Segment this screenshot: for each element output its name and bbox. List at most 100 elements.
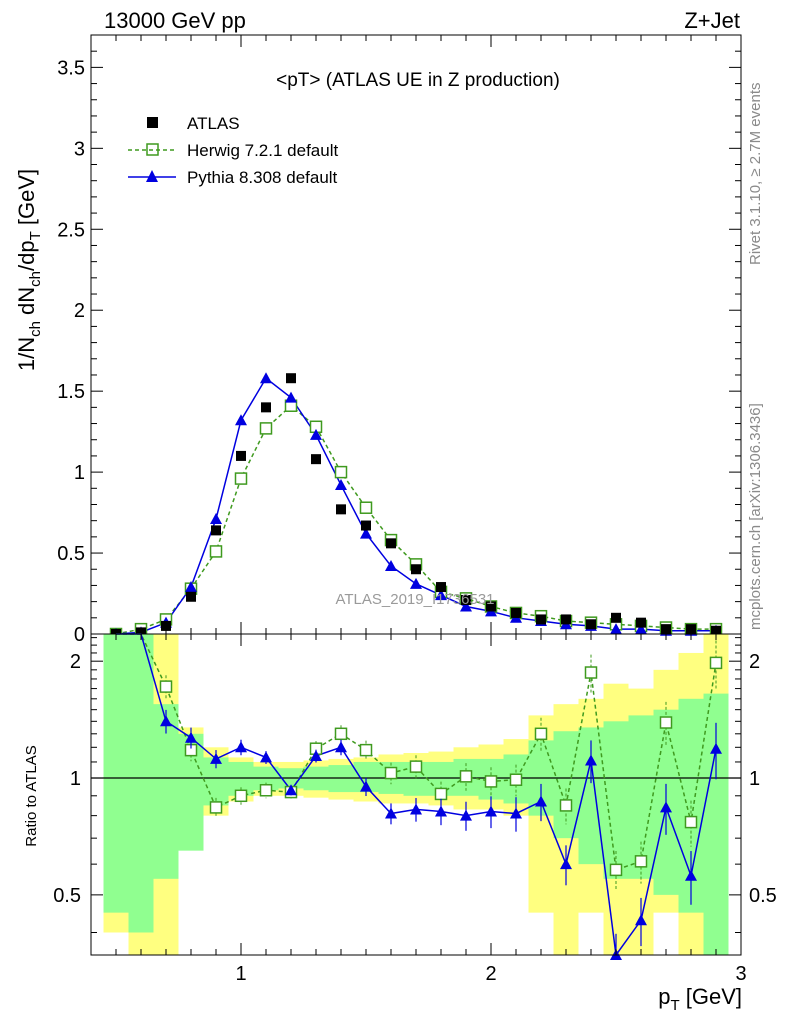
- pythia-ratio-point: [560, 858, 572, 870]
- pythia-ratio-point: [410, 803, 422, 815]
- atlas-point: [311, 454, 321, 465]
- atlas-point: [336, 504, 346, 515]
- pythia-point: [635, 623, 647, 635]
- ratio-y-axis-label: Ratio to ATLAS: [23, 745, 40, 846]
- atlas-point: [136, 627, 146, 638]
- pythia-ratio-point: [585, 754, 597, 766]
- atlas-point: [161, 620, 171, 631]
- pythia-ratio-point: [235, 741, 247, 753]
- atlas-point: [211, 525, 221, 536]
- herwig-ratio-point: [334, 727, 348, 741]
- pythia-ratio-point: [710, 742, 722, 754]
- atlas-point: [636, 617, 646, 628]
- pythia-ratio-point: [260, 751, 272, 763]
- herwig-ratio-point: [259, 784, 273, 797]
- ratio-y-tick-label: 0.5: [53, 885, 81, 907]
- atlas-point: [511, 607, 521, 618]
- pythia-ratio-point: [385, 807, 397, 819]
- ratio-y-tick-label: 1: [70, 768, 81, 790]
- pythia-point: [210, 513, 222, 525]
- atlas-point: [661, 624, 671, 635]
- y-tick-label: 0: [74, 624, 85, 646]
- herwig-ratio-point: [209, 801, 223, 814]
- atlas-point: [386, 538, 396, 549]
- atlas-point: [411, 564, 421, 575]
- herwig-ratio-point: [659, 716, 673, 729]
- pythia-ratio-point: [460, 809, 472, 821]
- chart-title: <pT> (ATLAS UE in Z production): [276, 70, 560, 91]
- herwig-ratio-point: [384, 766, 398, 780]
- ratio-y-tick-label-right: 1: [749, 768, 760, 790]
- pythia-ratio-point: [635, 914, 647, 926]
- green-band: [128, 634, 154, 933]
- pythia-ratio-point: [660, 801, 672, 813]
- ratio-plot-area: 0.5 0.5 1 1 2 2 1 2 3: [53, 633, 777, 985]
- pythia-ratio-point: [485, 805, 497, 817]
- herwig-point: [334, 465, 348, 479]
- pythia-ratio-point: [210, 752, 222, 764]
- ratio-panel: 0.5 0.5 1 1 2 2 1 2 3 Ratio to ATLAS: [23, 633, 777, 985]
- pythia-ratio-point: [285, 784, 297, 796]
- atlas-point: [186, 591, 196, 602]
- y-tick-label: 0.5: [57, 543, 85, 565]
- herwig-ratio-point: [609, 863, 623, 877]
- pythia-ratio-point: [335, 741, 347, 753]
- herwig-ratio-point: [159, 680, 173, 693]
- herwig-point: [209, 545, 223, 558]
- y-tick-label: 1.5: [57, 381, 85, 403]
- herwig-ratio-point: [584, 666, 598, 679]
- herwig-ratio-point: [234, 789, 248, 803]
- legend-pythia-marker: [146, 170, 158, 182]
- pythia-ratio-point: [435, 805, 447, 817]
- y-tick-label: 2: [74, 300, 85, 322]
- pythia-point: [460, 600, 472, 612]
- atlas-point: [436, 582, 446, 593]
- x-tick-label: 3: [735, 963, 746, 985]
- x-tick-label: 2: [485, 963, 496, 985]
- herwig-ratio-point: [509, 773, 523, 786]
- atlas-point: [261, 402, 271, 413]
- herwig-ratio-point: [409, 760, 423, 773]
- mcplots-label: mcplots.cern.ch [arXiv:1306.3436]: [747, 403, 764, 630]
- ratio-frame: [90, 633, 742, 956]
- pythia-ratio-point: [160, 715, 172, 727]
- pythia-point: [410, 577, 422, 589]
- herwig-ratio-point: [634, 855, 648, 868]
- pythia-point: [335, 479, 347, 491]
- herwig-point: [259, 422, 273, 435]
- herwig-ratio-point: [459, 770, 473, 783]
- atlas-point: [686, 624, 696, 635]
- herwig-ratio-point: [709, 656, 723, 670]
- green-band: [103, 634, 129, 913]
- ratio-y-tick-label-right: 2: [749, 651, 760, 673]
- header-right: Z+Jet: [684, 8, 740, 33]
- legend-pythia-label: Pythia 8.308 default: [187, 168, 338, 187]
- pythia-point: [385, 560, 397, 572]
- atlas-point: [486, 601, 496, 612]
- x-tick-label: 1: [235, 963, 246, 985]
- y-tick-label: 3.5: [57, 57, 85, 79]
- atlas-point: [461, 595, 471, 606]
- pythia-point: [360, 527, 372, 539]
- atlas-point: [236, 450, 246, 461]
- legend-atlas-label: ATLAS: [187, 114, 240, 133]
- atlas-point: [561, 614, 571, 625]
- rivet-label: Rivet 3.1.10, ≥ 2.7M events: [747, 83, 764, 266]
- pythia-point: [610, 623, 622, 635]
- herwig-ratio-point: [559, 799, 573, 812]
- y-tick-label: 3: [74, 138, 85, 160]
- y-tick-label: 2.5: [57, 219, 85, 241]
- herwig-point: [359, 501, 373, 514]
- legend-herwig-marker: [146, 143, 159, 156]
- herwig-ratio-point: [434, 787, 448, 801]
- atlas-point: [586, 619, 596, 630]
- pythia-ratio-point: [360, 780, 372, 792]
- green-band: [603, 721, 629, 879]
- green-band: [628, 715, 654, 879]
- pythia-ratio-point: [510, 807, 522, 819]
- pythia-point: [435, 589, 447, 601]
- pythia-point: [260, 372, 272, 384]
- legend-herwig-label: Herwig 7.2.1 default: [187, 141, 338, 160]
- herwig-point: [234, 472, 248, 485]
